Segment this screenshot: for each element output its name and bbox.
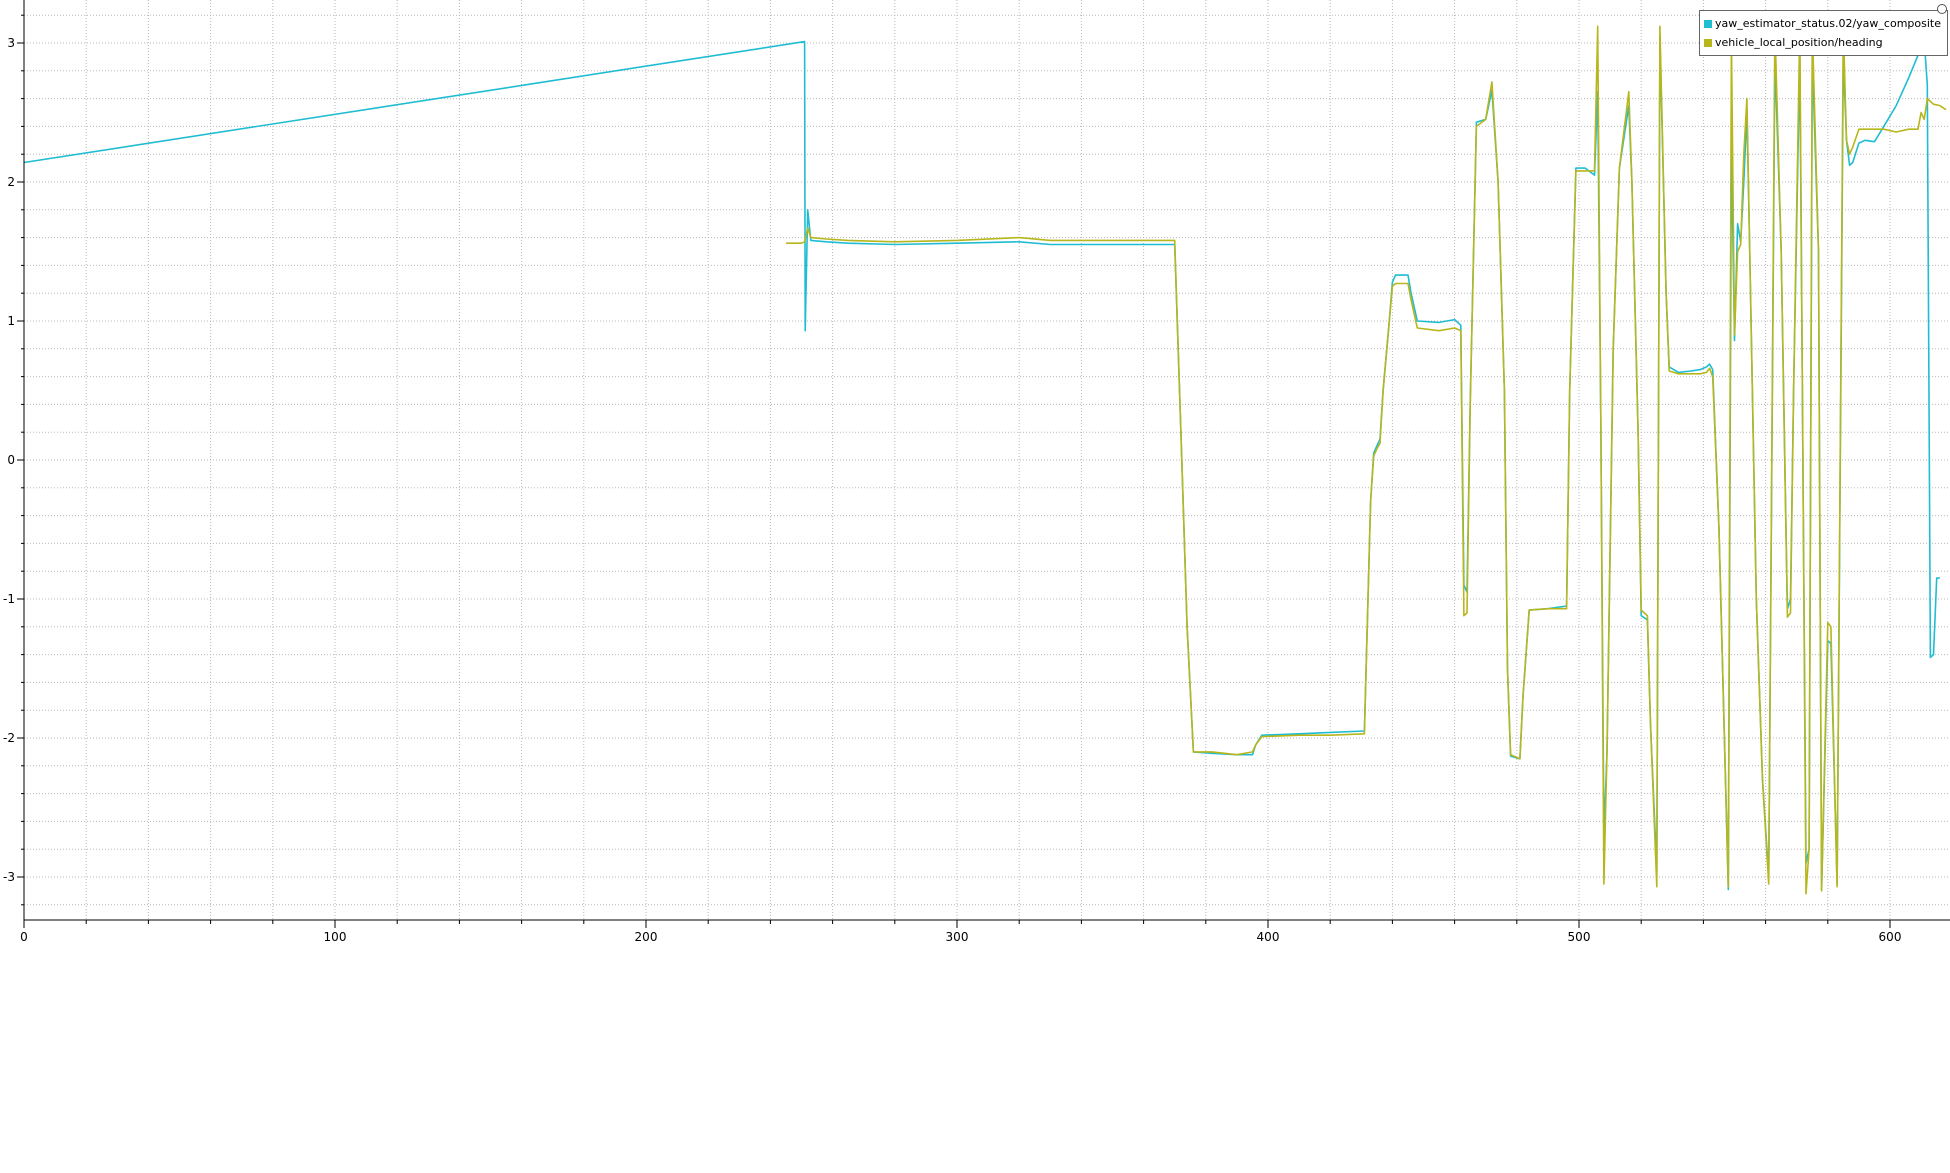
legend-label: yaw_estimator_status.02/yaw_composite (1715, 17, 1941, 30)
x-tick-label: 300 (946, 930, 969, 944)
series-lines (23, 25, 1947, 895)
y-tick-label: 0 (7, 453, 15, 467)
y-tick-label: -2 (3, 731, 15, 745)
legend-label: vehicle_local_position/heading (1715, 36, 1883, 49)
x-tick-label: 500 (1568, 930, 1591, 944)
axes: 0 100 200 300 400 500 600 -3 -2 -1 0 1 2 3 (3, 0, 1950, 944)
series-line-1 (786, 25, 1947, 895)
x-tick-label: 200 (635, 930, 658, 944)
x-tick-label: 0 (20, 930, 28, 944)
legend-swatch-icon (1704, 19, 1713, 28)
x-tick-label: 600 (1879, 930, 1902, 944)
legend[interactable]: yaw_estimator_status.02/yaw_composite ve… (1699, 10, 1948, 56)
y-tick-label: -3 (3, 870, 15, 884)
x-tick-label: 400 (1257, 930, 1280, 944)
resize-handle-icon[interactable] (1937, 4, 1947, 14)
y-tick-label: 3 (7, 36, 15, 50)
legend-swatch-icon (1704, 38, 1713, 47)
legend-entry-heading[interactable]: vehicle_local_position/heading (1704, 33, 1941, 52)
y-tick-label: -1 (3, 592, 15, 606)
legend-entry-yaw-composite[interactable]: yaw_estimator_status.02/yaw_composite (1704, 14, 1941, 33)
grid (23, 0, 1950, 920)
y-tick-label: 2 (7, 175, 15, 189)
y-tick-label: 1 (7, 314, 15, 328)
x-tick-label: 100 (324, 930, 347, 944)
